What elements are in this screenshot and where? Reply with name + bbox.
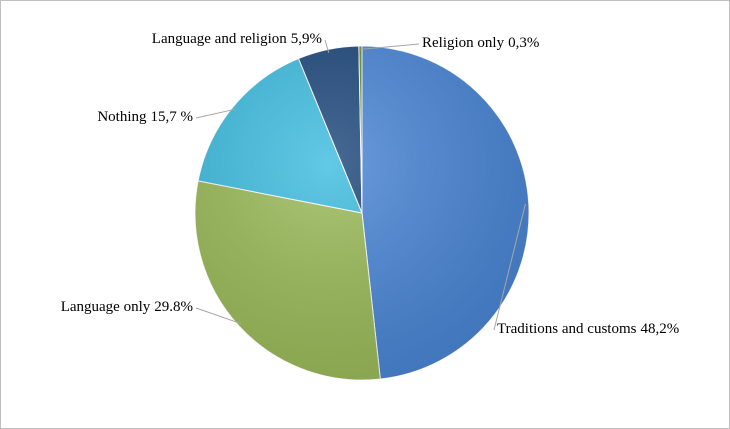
value-label: 15,7 % [151,109,194,125]
leader-line [195,307,242,325]
category-label: Traditions and customs [497,321,637,337]
value-label: 29.8% [154,299,193,315]
value-label: 0,3% [508,35,539,51]
leader-line [360,43,420,50]
value-label: 5,9% [291,31,322,47]
value-label: 48,2% [640,321,679,337]
slice-label: Traditions and customs 48,2% [497,321,679,337]
pie [194,45,530,381]
slice-label: Religion only 0,3% [422,35,539,51]
category-label: Religion only [422,35,505,51]
category-label: Nothing [97,109,147,125]
leader-line [493,203,526,331]
leader-line [195,108,236,119]
category-label: Language and religion [152,31,287,47]
slice-label: Language only 29.8% [61,299,193,315]
slice-label: Nothing 15,7 % [97,109,193,125]
slice-label: Language and religion 5,9% [152,31,322,47]
leader-line [324,39,330,53]
labels: Traditions and customs 48,2% Language only… [61,31,680,337]
category-label: Language only [61,299,151,315]
